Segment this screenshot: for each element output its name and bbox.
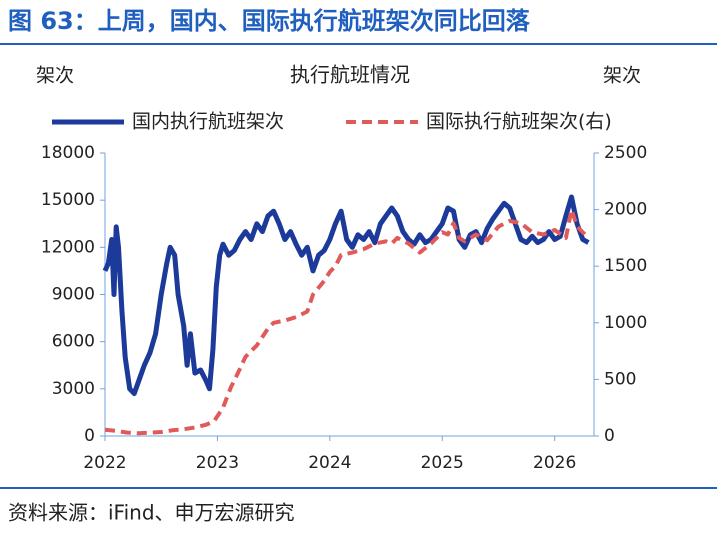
y-tick-label: 6000 xyxy=(52,332,95,352)
chart-title: 执行航班情况 xyxy=(290,63,410,87)
x-tick-label: 2023 xyxy=(196,453,239,473)
y2-tick-label: 2500 xyxy=(604,143,647,163)
y-tick-label: 15000 xyxy=(41,190,95,210)
x-tick-label: 2022 xyxy=(83,453,126,473)
y-tick-label: 0 xyxy=(84,426,95,446)
y-tick-label: 3000 xyxy=(52,379,95,399)
y2-tick-label: 2000 xyxy=(604,200,647,220)
figure-title: 图 63：上周，国内、国际执行航班架次同比回落 xyxy=(8,7,531,35)
y-tick-label: 12000 xyxy=(41,237,95,257)
source: 资料来源：iFind、申万宏源研究 xyxy=(8,501,295,525)
y-tick-label: 9000 xyxy=(52,285,95,305)
y-axis-label: 架次 xyxy=(36,65,74,87)
legend-label: 国内执行航班架次 xyxy=(132,111,284,133)
y-tick-label: 18000 xyxy=(41,143,95,163)
y2-axis-label: 架次 xyxy=(603,65,641,87)
y2-tick-label: 0 xyxy=(604,426,615,446)
legend-label: 国际执行航班架次(右) xyxy=(426,111,612,133)
y2-tick-label: 500 xyxy=(604,369,636,389)
x-tick-label: 2025 xyxy=(421,453,464,473)
y2-tick-label: 1000 xyxy=(604,313,647,333)
series-line xyxy=(102,194,590,397)
y2-tick-label: 1500 xyxy=(604,256,647,276)
series-line xyxy=(104,207,590,436)
x-tick-label: 2024 xyxy=(308,453,351,473)
x-tick-label: 2026 xyxy=(533,453,576,473)
